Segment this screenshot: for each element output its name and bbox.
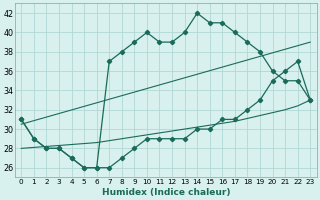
X-axis label: Humidex (Indice chaleur): Humidex (Indice chaleur) bbox=[101, 188, 230, 197]
